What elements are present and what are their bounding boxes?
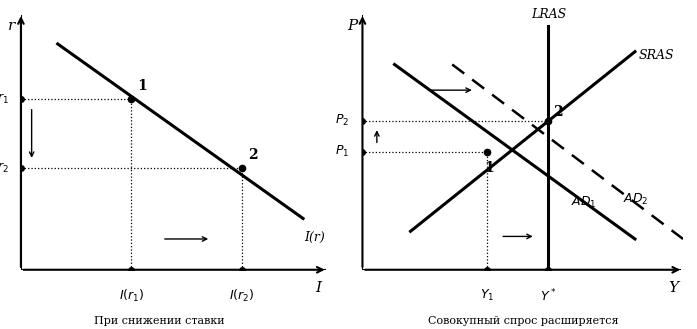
Text: $r_1$: $r_1$ bbox=[0, 92, 8, 106]
Text: r: r bbox=[8, 19, 15, 33]
Text: 1: 1 bbox=[137, 79, 147, 93]
Text: P: P bbox=[348, 19, 358, 33]
Text: $I(r_1)$: $I(r_1)$ bbox=[118, 288, 144, 304]
Text: $r_2$: $r_2$ bbox=[0, 161, 8, 175]
Text: 2: 2 bbox=[553, 105, 563, 119]
Text: $Y^*$: $Y^*$ bbox=[540, 288, 557, 304]
Text: $I(r_2)$: $I(r_2)$ bbox=[229, 288, 254, 304]
Text: $AD_2$: $AD_2$ bbox=[623, 192, 649, 207]
Text: SRAS: SRAS bbox=[638, 49, 674, 63]
Text: 1: 1 bbox=[484, 161, 494, 175]
Text: $P_1$: $P_1$ bbox=[335, 144, 350, 159]
Text: $AD_1$: $AD_1$ bbox=[571, 194, 597, 210]
Text: $Y_1$: $Y_1$ bbox=[480, 288, 495, 303]
Text: LRAS: LRAS bbox=[531, 8, 566, 21]
Text: Совокупный спрос расширяется
как следствие увеличения инвес-
тиционных расходов: Совокупный спрос расширяется как следств… bbox=[424, 316, 621, 329]
Text: $P_2$: $P_2$ bbox=[335, 114, 350, 129]
Text: I(r): I(r) bbox=[305, 231, 325, 244]
Text: I: I bbox=[315, 281, 321, 295]
Text: Y: Y bbox=[668, 281, 678, 295]
Text: При снижении ставки
процента объем инвести-
ционных расходов растет: При снижении ставки процента объем инвес… bbox=[84, 316, 233, 329]
Text: 2: 2 bbox=[248, 148, 257, 163]
